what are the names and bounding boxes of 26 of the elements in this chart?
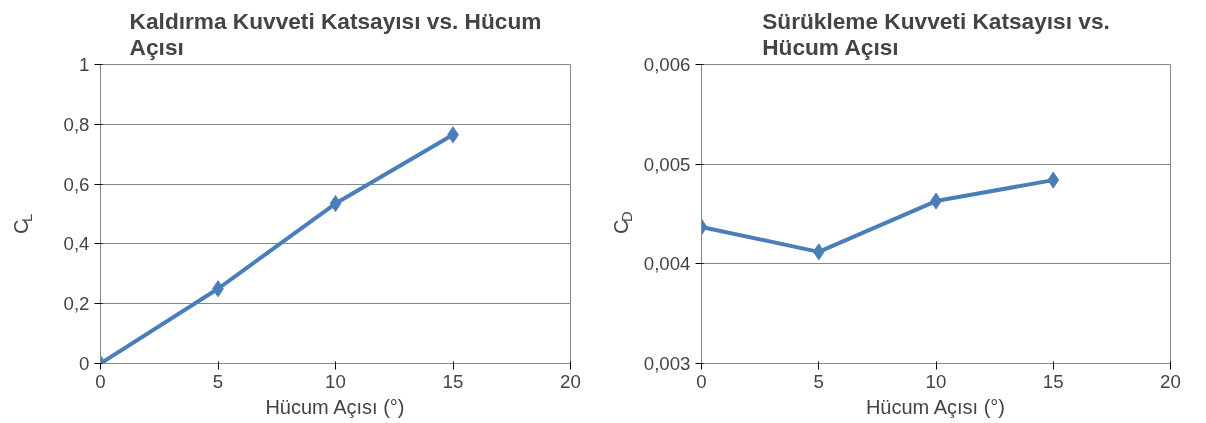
y-tick-label: 0,8 <box>63 113 90 135</box>
y-tick-label: 0,005 <box>643 153 691 175</box>
y-tick-label: 0 <box>79 353 90 374</box>
x-tick-label: 0 <box>696 370 707 392</box>
x-axis-title: Hücum Açısı (°) <box>865 395 1006 418</box>
x-tick-label: 20 <box>560 370 581 392</box>
x-tick-label: 10 <box>325 370 346 392</box>
y-tick-label: 0,2 <box>63 293 90 315</box>
y-tick-label: 0,4 <box>63 233 90 255</box>
y-tick-label: 0,6 <box>63 173 90 195</box>
y-tick-label: 0,003 <box>643 353 691 374</box>
x-tick-label: 20 <box>1160 370 1181 392</box>
y-tick-label: 0,004 <box>643 253 691 275</box>
y-axis-title: CL <box>9 213 35 234</box>
x-tick-label: 15 <box>1042 370 1064 392</box>
y-axis-title: CD <box>609 211 635 234</box>
x-axis-title: Hücum Açısı (°) <box>265 395 405 418</box>
y-tick-label: 1 <box>79 54 90 75</box>
x-tick-label: 15 <box>442 370 464 392</box>
chart-title: Kaldırma Kuvveti Katsayısı vs. Hücum Açısı <box>129 7 542 60</box>
chart-title: Sürükleme Kuvveti Katsayısı vs. Hücum Açısı <box>762 7 1110 60</box>
y-tick-label: 0,006 <box>643 54 691 75</box>
x-tick-label: 5 <box>212 370 224 392</box>
x-tick-label: 0 <box>95 370 106 392</box>
x-tick-label: 5 <box>813 370 824 392</box>
x-tick-label: 10 <box>925 370 947 392</box>
